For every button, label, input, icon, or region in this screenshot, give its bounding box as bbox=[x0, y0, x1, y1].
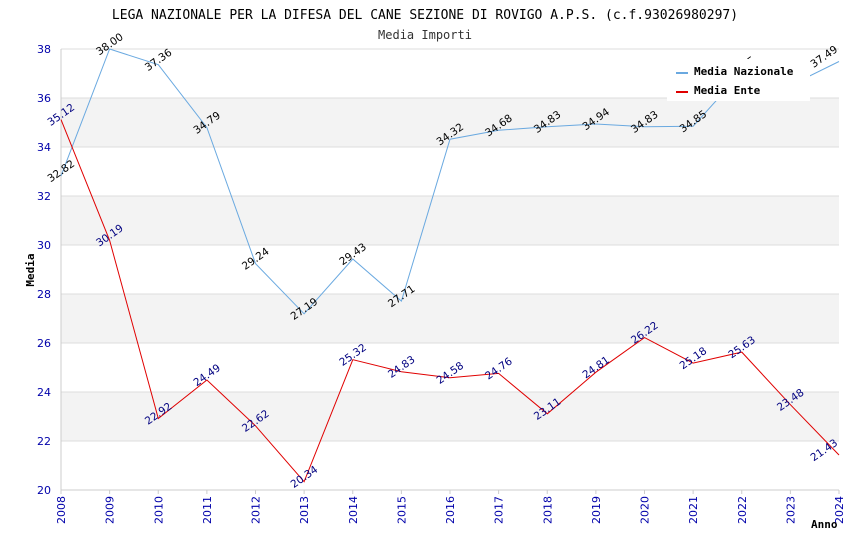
grid-band bbox=[61, 196, 839, 245]
data-label: 20.34 bbox=[289, 464, 321, 491]
grid-bands bbox=[61, 98, 839, 441]
series-line-1 bbox=[60, 119, 840, 483]
x-tick-label: 2010 bbox=[152, 496, 165, 524]
x-tick-label: 2018 bbox=[541, 496, 554, 524]
x-tick-label: 2013 bbox=[298, 496, 311, 524]
x-tick-label: 2020 bbox=[639, 496, 652, 524]
y-tick-label: 24 bbox=[37, 386, 51, 399]
x-tick-label: 2012 bbox=[250, 496, 263, 524]
x-tick-label: 2009 bbox=[104, 496, 117, 524]
y-axis-ticks: 20 22 24 26 28 30 32 34 36 38 bbox=[37, 43, 51, 497]
y-tick-label: 22 bbox=[37, 435, 51, 448]
legend: Media Nazionale Media Ente bbox=[667, 59, 810, 101]
chart-series bbox=[60, 48, 840, 483]
data-label: 37.49 bbox=[809, 44, 841, 71]
x-tick-label: 2024 bbox=[833, 496, 846, 524]
data-label: 24.81 bbox=[580, 354, 612, 381]
data-label: 24.49 bbox=[191, 362, 223, 389]
data-label: 38.00 bbox=[94, 31, 126, 58]
grid-band bbox=[61, 392, 839, 441]
y-tick-label: 28 bbox=[37, 288, 51, 301]
x-tick-label: 2016 bbox=[444, 496, 457, 524]
x-tick-label: 2015 bbox=[395, 496, 408, 524]
y-tick-label: 30 bbox=[37, 239, 51, 252]
data-label: 25.32 bbox=[337, 342, 369, 369]
data-label: 24.58 bbox=[435, 360, 467, 387]
legend-box bbox=[667, 59, 810, 101]
data-label: 29.24 bbox=[240, 245, 272, 272]
x-tick-label: 2011 bbox=[201, 496, 214, 524]
x-tick-label: 2021 bbox=[687, 496, 700, 524]
y-tick-label: 32 bbox=[37, 190, 51, 203]
y-tick-label: 38 bbox=[37, 43, 51, 56]
data-label: 25.18 bbox=[678, 345, 710, 372]
x-axis-label: Anno bbox=[811, 518, 838, 531]
grid-band bbox=[61, 294, 839, 343]
x-tick-label: 2023 bbox=[784, 496, 797, 524]
y-tick-label: 20 bbox=[37, 484, 51, 497]
y-tick-label: 36 bbox=[37, 92, 51, 105]
x-tick-label: 2019 bbox=[590, 496, 603, 524]
x-axis-ticks: 2008 2009 2010 2011 2012 2013 2014 2015 2016 2017… bbox=[55, 490, 846, 524]
x-tick-label: 2022 bbox=[736, 496, 749, 524]
y-axis-label: Media bbox=[24, 253, 37, 286]
data-label: 24.76 bbox=[483, 355, 515, 382]
y-tick-label: 26 bbox=[37, 337, 51, 350]
data-label: 24.83 bbox=[386, 354, 418, 381]
legend-entry: Media Ente bbox=[694, 84, 761, 97]
x-tick-label: 2014 bbox=[347, 496, 360, 524]
series-line-0 bbox=[60, 48, 840, 315]
grid-lines bbox=[60, 48, 839, 491]
data-label: 37.36 bbox=[143, 47, 175, 74]
x-tick-label: 2008 bbox=[55, 496, 68, 524]
y-tick-label: 34 bbox=[37, 141, 51, 154]
chart-title: LEGA NAZIONALE PER LA DIFESA DEL CANE SE… bbox=[112, 8, 738, 23]
chart-subtitle: Media Importi bbox=[378, 28, 472, 42]
x-tick-label: 2017 bbox=[493, 496, 506, 524]
legend-entry: Media Nazionale bbox=[694, 65, 794, 78]
